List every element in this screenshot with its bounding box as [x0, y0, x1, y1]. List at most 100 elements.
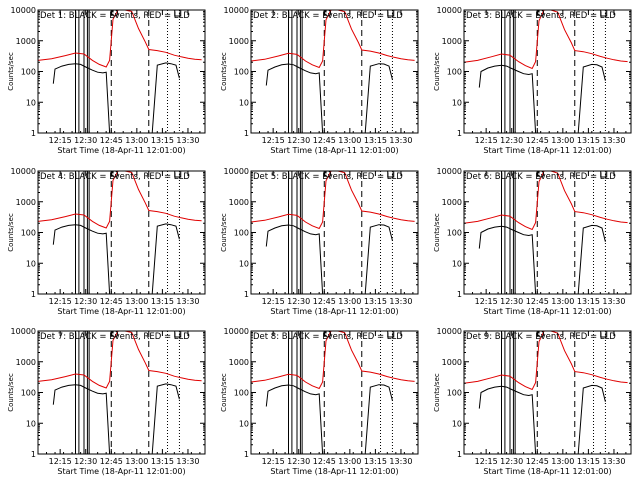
x-axis-label: Start Time (18-Apr-11 12:01:00) — [483, 307, 611, 316]
y-tick-label: 10000 — [224, 167, 249, 176]
x-tick-label: 12:45 — [100, 136, 123, 145]
x-tick-label: 12:45 — [313, 457, 336, 466]
x-axis-label: Start Time (18-Apr-11 12:01:00) — [270, 307, 398, 316]
x-tick-label: 13:30 — [176, 457, 199, 466]
y-axis-label: Counts/sec — [433, 213, 441, 252]
x-tick-label: 13:15 — [364, 136, 387, 145]
plot-frame — [37, 9, 206, 134]
x-tick-label: 13:00 — [338, 136, 361, 145]
x-tick-label: 12:15 — [49, 136, 72, 145]
x-tick-label: 13:30 — [389, 297, 412, 306]
x-tick-label: 12:15 — [49, 457, 72, 466]
events-series-line — [52, 223, 180, 295]
y-axis-label: Counts/sec — [433, 373, 441, 412]
y-tick-label: 1 — [244, 450, 249, 459]
x-tick-label: 13:15 — [577, 457, 600, 466]
x-tick-label: 12:45 — [313, 136, 336, 145]
chart-panel: 1 10 100 1000 10000 12:15 12:30 12:45 13:00 13:15… — [220, 327, 419, 476]
events-series-line — [478, 63, 606, 134]
x-tick-label: 12:30 — [74, 297, 97, 306]
x-tick-label: 12:30 — [287, 297, 310, 306]
panel-title: Det 9: BLACK = Events, RED = LLD — [466, 332, 616, 342]
x-tick-label: 13:15 — [364, 297, 387, 306]
x-tick-label: 12:15 — [262, 297, 285, 306]
y-axis-label: Counts/sec — [220, 213, 228, 252]
x-tick-label: 12:45 — [100, 297, 123, 306]
panel-title: Det 3: BLACK = Events, RED = LLD — [466, 11, 616, 21]
y-tick-label: 100 — [234, 229, 249, 238]
y-axis-label: Counts/sec — [7, 213, 15, 252]
y-axis-label: Counts/sec — [220, 52, 228, 91]
plot-frame — [37, 170, 206, 295]
y-tick-label: 1000 — [442, 358, 462, 367]
x-axis-label: Start Time (18-Apr-11 12:01:00) — [483, 146, 611, 155]
y-tick-label: 10000 — [437, 6, 462, 15]
x-tick-label: 13:30 — [602, 136, 625, 145]
x-tick-label: 13:00 — [125, 457, 148, 466]
y-tick-label: 1000 — [16, 37, 36, 46]
events-series-line — [478, 224, 606, 295]
y-tick-label: 1000 — [229, 37, 249, 46]
plot-frame — [250, 9, 419, 134]
y-tick-label: 10 — [452, 419, 462, 428]
y-tick-label: 1 — [457, 450, 462, 459]
x-tick-label: 12:45 — [526, 457, 549, 466]
y-tick-label: 10000 — [224, 327, 249, 336]
y-tick-label: 100 — [234, 389, 249, 398]
x-tick-label: 12:15 — [475, 457, 498, 466]
event-markers — [500, 171, 606, 294]
x-tick-label: 12:15 — [475, 136, 498, 145]
plot-frame — [250, 170, 419, 295]
events-series-line — [265, 63, 393, 134]
chart-panel: 1 10 100 1000 10000 12:15 12:30 12:45 13:00 13:15… — [433, 327, 632, 476]
x-tick-label: 12:30 — [287, 136, 310, 145]
y-tick-label: 100 — [447, 389, 462, 398]
x-axis-label: Start Time (18-Apr-11 12:01:00) — [270, 467, 398, 476]
events-series-line — [265, 384, 393, 455]
event-markers — [500, 331, 606, 454]
plot-frame — [250, 330, 419, 455]
chart-panel: 1 10 100 1000 10000 12:15 12:30 12:45 13:00 13:15… — [220, 6, 419, 155]
x-axis-label: Start Time (18-Apr-11 12:01:00) — [270, 146, 398, 155]
x-tick-label: 13:30 — [602, 297, 625, 306]
events-series-line — [478, 384, 606, 455]
event-markers — [74, 10, 180, 133]
x-tick-label: 12:15 — [262, 457, 285, 466]
y-tick-label: 100 — [447, 68, 462, 77]
x-axis-label: Start Time (18-Apr-11 12:01:00) — [483, 467, 611, 476]
x-tick-label: 13:00 — [125, 136, 148, 145]
x-tick-label: 12:30 — [500, 136, 523, 145]
x-tick-label: 13:15 — [577, 136, 600, 145]
y-tick-label: 10000 — [11, 6, 36, 15]
y-tick-label: 1 — [457, 290, 462, 299]
y-tick-label: 10000 — [224, 6, 249, 15]
x-tick-label: 12:45 — [100, 457, 123, 466]
y-tick-label: 10 — [239, 419, 249, 428]
x-axis-label: Start Time (18-Apr-11 12:01:00) — [57, 146, 185, 155]
x-tick-label: 12:15 — [262, 136, 285, 145]
panel-title: Det 8: BLACK = Events, RED = LLD — [253, 332, 403, 342]
event-markers — [287, 10, 393, 133]
y-axis-label: Counts/sec — [433, 52, 441, 91]
y-tick-label: 100 — [21, 229, 36, 238]
y-tick-label: 10 — [452, 98, 462, 107]
x-tick-label: 13:00 — [338, 457, 361, 466]
y-tick-label: 1 — [31, 290, 36, 299]
y-tick-label: 100 — [21, 68, 36, 77]
y-tick-label: 10 — [239, 98, 249, 107]
x-tick-label: 12:15 — [475, 297, 498, 306]
x-tick-label: 13:00 — [551, 457, 574, 466]
events-series-line — [52, 62, 180, 134]
x-tick-label: 12:45 — [526, 136, 549, 145]
x-tick-label: 13:00 — [338, 297, 361, 306]
x-tick-label: 12:15 — [49, 297, 72, 306]
plot-frame — [463, 170, 632, 295]
chart-panel: 1 10 100 1000 10000 12:15 12:30 12:45 13:00 13:15… — [7, 6, 206, 155]
x-tick-label: 12:30 — [500, 297, 523, 306]
y-tick-label: 100 — [21, 389, 36, 398]
panel-title: Det 7: BLACK = Events, RED = LLD — [40, 332, 190, 342]
x-tick-label: 13:30 — [176, 136, 199, 145]
y-tick-label: 1 — [457, 129, 462, 138]
y-tick-label: 1000 — [442, 198, 462, 207]
x-tick-label: 12:45 — [313, 297, 336, 306]
